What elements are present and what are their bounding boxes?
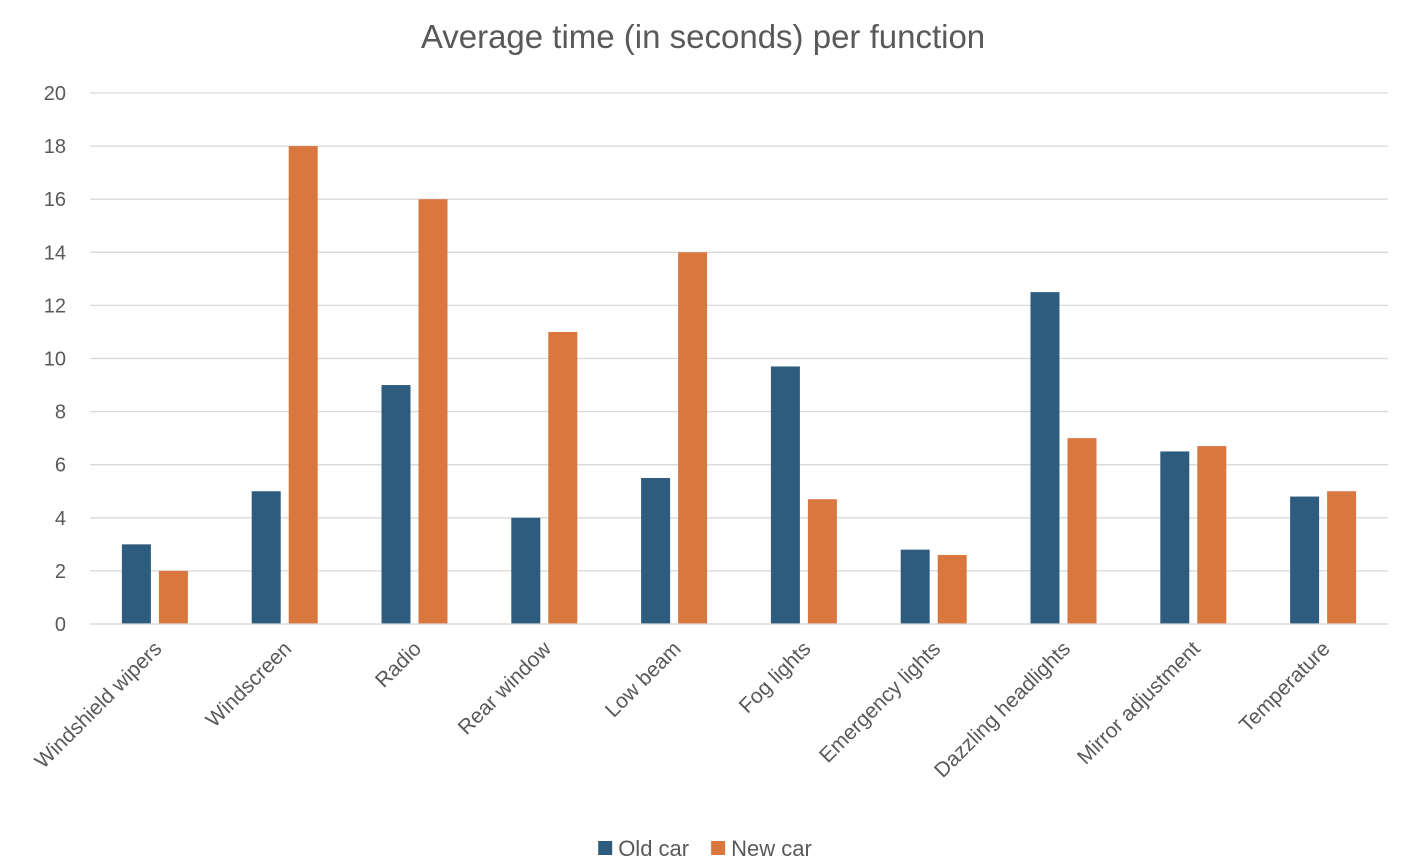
bar-old-car	[1030, 292, 1060, 624]
legend-swatch	[598, 841, 613, 855]
y-tick-label: 16	[44, 189, 66, 211]
legend: Old car New car	[598, 836, 812, 861]
bar-new-car	[937, 554, 967, 624]
bar-old-car	[900, 549, 930, 624]
y-tick-label: 8	[55, 402, 66, 424]
bar-new-car	[288, 146, 318, 624]
bar-old-car	[121, 544, 151, 624]
x-category-label: Rear window	[454, 637, 557, 740]
bar-new-car	[418, 199, 448, 624]
y-tick-label: 4	[55, 508, 66, 530]
gridlines	[90, 92, 1388, 625]
bar-old-car	[770, 366, 800, 624]
bar-old-car	[511, 517, 541, 624]
bar-old-car	[1160, 451, 1190, 624]
bar-old-car	[641, 477, 671, 624]
y-tick-label: 2	[55, 561, 66, 583]
legend-swatch	[711, 841, 726, 855]
x-category-label: Mirror adjustment	[1073, 637, 1205, 769]
bar-old-car	[251, 491, 281, 624]
x-category-label: Fog lights	[735, 637, 816, 718]
bar-new-car	[158, 570, 188, 624]
x-category-label: Windscreen	[202, 637, 297, 732]
legend-label: Old car	[618, 836, 689, 861]
x-category-label: Radio	[371, 637, 426, 692]
bar-new-car	[1327, 491, 1357, 624]
y-tick-label: 12	[44, 295, 66, 317]
x-category-label: Temperature	[1235, 637, 1335, 737]
x-axis: Windshield wipers Windscreen Radio Rear win…	[31, 623, 1388, 782]
bar-new-car	[678, 252, 708, 625]
bars	[121, 146, 1357, 625]
x-category-label: Low beam	[601, 637, 686, 722]
x-category-label: Emergency lights	[815, 637, 945, 767]
x-category-label: Windshield wipers	[31, 637, 167, 773]
legend-label: New car	[731, 836, 812, 861]
y-axis-ticks: 0 2 4 6 8 10 12 14 16 18 20	[44, 83, 66, 636]
chart-title: Average time (in seconds) per function	[421, 18, 985, 55]
y-tick-label: 18	[44, 136, 66, 158]
bar-new-car	[807, 499, 837, 624]
y-tick-label: 14	[44, 242, 66, 264]
bar-old-car	[1290, 496, 1320, 624]
x-category-label: Dazzling headlights	[930, 637, 1075, 782]
bar-new-car	[548, 331, 578, 624]
bar-old-car	[381, 385, 411, 624]
y-tick-label: 0	[55, 614, 66, 636]
y-tick-label: 10	[44, 349, 66, 371]
bar-new-car	[1197, 446, 1227, 624]
y-tick-label: 6	[55, 455, 66, 477]
y-tick-label: 20	[44, 83, 66, 105]
bar-new-car	[1067, 438, 1097, 624]
